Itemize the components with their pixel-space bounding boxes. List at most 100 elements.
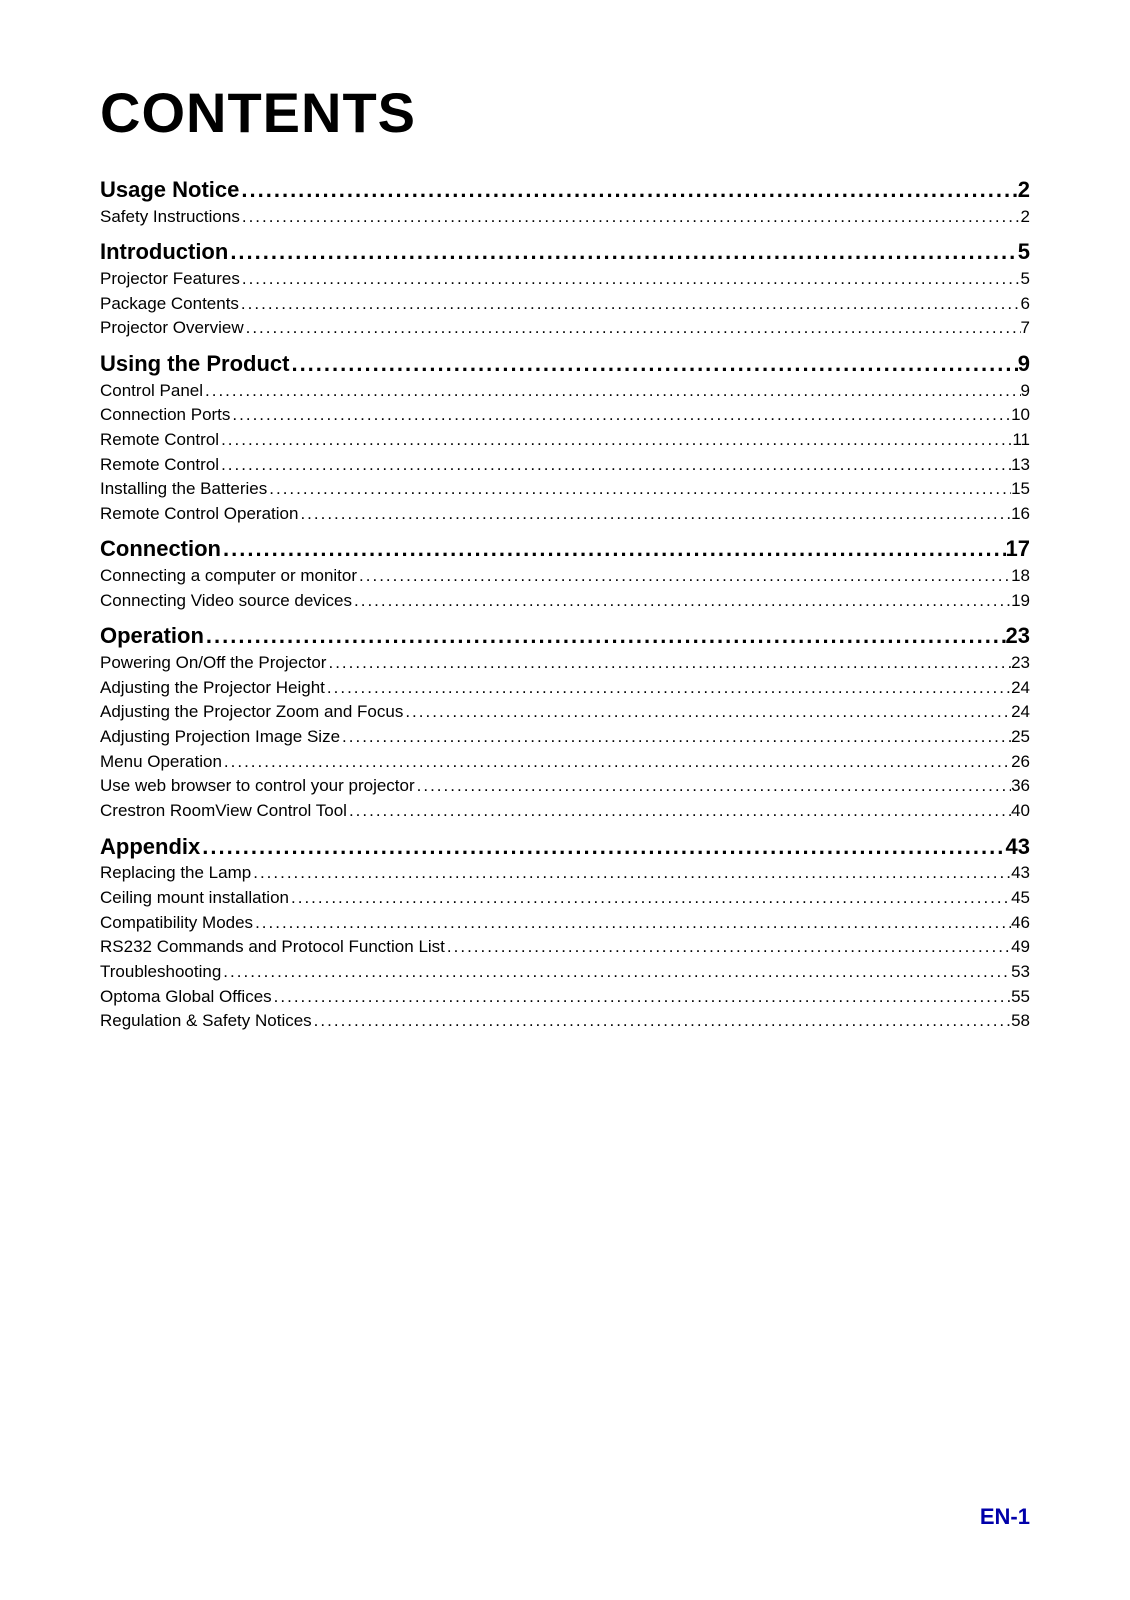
toc-entry-label: Adjusting Projection Image Size xyxy=(100,725,340,750)
toc-leader-dots: ........................................… xyxy=(219,428,1012,453)
toc-entry-page: 26 xyxy=(1011,750,1030,775)
toc-entry-label: Safety Instructions xyxy=(100,205,240,230)
toc-entry-page: 6 xyxy=(1021,292,1030,317)
toc-entry-page: 11 xyxy=(1012,428,1030,453)
toc-leader-dots: ........................................… xyxy=(326,651,1011,676)
toc-entry: Control Panel ..........................… xyxy=(100,379,1030,404)
toc-entry: RS232 Commands and Protocol Function Lis… xyxy=(100,935,1030,960)
toc-leader-dots: ........................................… xyxy=(239,175,1017,205)
toc-entry-page: 9 xyxy=(1021,379,1030,404)
toc-entry-page: 9 xyxy=(1018,349,1030,379)
toc-entry: Operation ..............................… xyxy=(100,621,1030,651)
toc-leader-dots: ........................................… xyxy=(222,750,1011,775)
toc-leader-dots: ........................................… xyxy=(200,832,1005,862)
toc-entry-label: Replacing the Lamp xyxy=(100,861,251,886)
toc-entry: Replacing the Lamp .....................… xyxy=(100,861,1030,886)
page-number-footer: EN-1 xyxy=(980,1504,1030,1530)
toc-leader-dots: ........................................… xyxy=(221,960,1011,985)
toc-entry-page: 36 xyxy=(1011,774,1030,799)
toc-entry-label: Powering On/Off the Projector xyxy=(100,651,326,676)
toc-entry-page: 19 xyxy=(1011,589,1030,614)
toc-entry-label: Use web browser to control your projecto… xyxy=(100,774,415,799)
toc-entry-page: 43 xyxy=(1006,832,1030,862)
toc-entry: Menu Operation .........................… xyxy=(100,750,1030,775)
toc-entry-page: 13 xyxy=(1011,453,1030,478)
toc-entry-label: Package Contents xyxy=(100,292,239,317)
toc-entry-label: Regulation & Safety Notices xyxy=(100,1009,312,1034)
toc-entry-label: Adjusting the Projector Zoom and Focus xyxy=(100,700,403,725)
toc-leader-dots: ........................................… xyxy=(251,861,1011,886)
toc-entry-label: Introduction xyxy=(100,237,228,267)
toc-entry: Appendix ...............................… xyxy=(100,832,1030,862)
toc-leader-dots: ........................................… xyxy=(340,725,1011,750)
toc-leader-dots: ........................................… xyxy=(325,676,1011,701)
toc-entry-label: Installing the Batteries xyxy=(100,477,267,502)
toc-entry-label: Compatibility Modes xyxy=(100,911,253,936)
toc-entry-page: 23 xyxy=(1006,621,1030,651)
toc-entry-label: Connection Ports xyxy=(100,403,230,428)
toc-entry: Projector Features .....................… xyxy=(100,267,1030,292)
toc-entry-label: Operation xyxy=(100,621,204,651)
toc-entry-page: 46 xyxy=(1011,911,1030,936)
toc-entry-label: RS232 Commands and Protocol Function Lis… xyxy=(100,935,445,960)
toc-leader-dots: ........................................… xyxy=(267,477,1011,502)
toc-leader-dots: ........................................… xyxy=(445,935,1011,960)
toc-entry-page: 24 xyxy=(1011,676,1030,701)
toc-entry-page: 18 xyxy=(1011,564,1030,589)
toc-entry-page: 55 xyxy=(1011,985,1030,1010)
toc-leader-dots: ........................................… xyxy=(244,316,1021,341)
toc-leader-dots: ........................................… xyxy=(312,1009,1011,1034)
toc-leader-dots: ........................................… xyxy=(415,774,1011,799)
toc-entry-page: 17 xyxy=(1006,534,1030,564)
toc-entry-label: Projector Overview xyxy=(100,316,244,341)
toc-entry: Remote Control Operation ...............… xyxy=(100,502,1030,527)
toc-entry: Using the Product ......................… xyxy=(100,349,1030,379)
toc-entry-label: Crestron RoomView Control Tool xyxy=(100,799,347,824)
toc-leader-dots: ........................................… xyxy=(298,502,1011,527)
toc-entry-page: 5 xyxy=(1021,267,1030,292)
toc-entry: Introduction ...........................… xyxy=(100,237,1030,267)
toc-entry-page: 2 xyxy=(1018,175,1030,205)
toc-leader-dots: ........................................… xyxy=(204,621,1006,651)
toc-entry-page: 25 xyxy=(1011,725,1030,750)
toc-entry: Adjusting Projection Image Size ........… xyxy=(100,725,1030,750)
toc-leader-dots: ........................................… xyxy=(289,349,1017,379)
toc-entry: Package Contents .......................… xyxy=(100,292,1030,317)
toc-entry-page: 23 xyxy=(1011,651,1030,676)
toc-leader-dots: ........................................… xyxy=(403,700,1011,725)
toc-entry-page: 15 xyxy=(1011,477,1030,502)
toc-leader-dots: ........................................… xyxy=(352,589,1011,614)
toc-entry-label: Troubleshooting xyxy=(100,960,221,985)
toc-entry-page: 10 xyxy=(1011,403,1030,428)
toc-entry-label: Usage Notice xyxy=(100,175,239,205)
toc-leader-dots: ........................................… xyxy=(221,534,1006,564)
toc-entry-label: Projector Features xyxy=(100,267,240,292)
toc-entry-label: Connecting a computer or monitor xyxy=(100,564,357,589)
toc-entry: Adjusting the Projector Zoom and Focus .… xyxy=(100,700,1030,725)
toc-entry: Adjusting the Projector Height .........… xyxy=(100,676,1030,701)
toc-entry: Installing the Batteries ...............… xyxy=(100,477,1030,502)
toc-entry-page: 40 xyxy=(1011,799,1030,824)
toc-entry-label: Ceiling mount installation xyxy=(100,886,289,911)
toc-entry-page: 45 xyxy=(1011,886,1030,911)
toc-entry: Remote Control .........................… xyxy=(100,453,1030,478)
toc-entry-page: 2 xyxy=(1021,205,1030,230)
toc-entry-page: 53 xyxy=(1011,960,1030,985)
toc-entry-label: Remote Control xyxy=(100,453,219,478)
toc-leader-dots: ........................................… xyxy=(203,379,1021,404)
toc-entry: Safety Instructions ....................… xyxy=(100,205,1030,230)
toc-leader-dots: ........................................… xyxy=(240,205,1021,230)
toc-entry-label: Appendix xyxy=(100,832,200,862)
toc-leader-dots: ........................................… xyxy=(347,799,1011,824)
toc-entry-label: Connection xyxy=(100,534,221,564)
toc-entry-label: Remote Control xyxy=(100,428,219,453)
toc-entry-page: 5 xyxy=(1018,237,1030,267)
toc-entry-label: Connecting Video source devices xyxy=(100,589,352,614)
toc-entry-page: 49 xyxy=(1011,935,1030,960)
toc-entry: Optoma Global Offices ..................… xyxy=(100,985,1030,1010)
toc-entry-label: Adjusting the Projector Height xyxy=(100,676,325,701)
toc-entry: Connecting Video source devices ........… xyxy=(100,589,1030,614)
toc-entry: Remote Control .........................… xyxy=(100,428,1030,453)
toc-entry-page: 58 xyxy=(1011,1009,1030,1034)
toc-entry: Projector Overview .....................… xyxy=(100,316,1030,341)
